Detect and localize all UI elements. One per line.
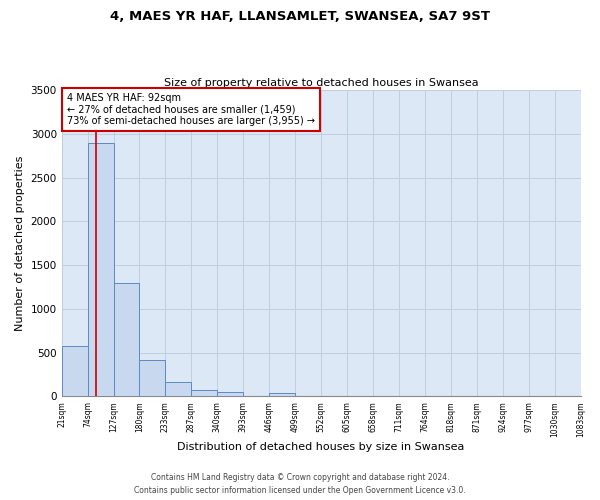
Text: Contains HM Land Registry data © Crown copyright and database right 2024.
Contai: Contains HM Land Registry data © Crown c…	[134, 474, 466, 495]
Title: Size of property relative to detached houses in Swansea: Size of property relative to detached ho…	[164, 78, 478, 88]
Text: 4 MAES YR HAF: 92sqm
← 27% of detached houses are smaller (1,459)
73% of semi-de: 4 MAES YR HAF: 92sqm ← 27% of detached h…	[67, 93, 315, 126]
Bar	[88, 142, 113, 396]
Bar	[269, 393, 295, 396]
Bar	[217, 392, 243, 396]
X-axis label: Distribution of detached houses by size in Swansea: Distribution of detached houses by size …	[178, 442, 465, 452]
Y-axis label: Number of detached properties: Number of detached properties	[15, 156, 25, 331]
Text: 4, MAES YR HAF, LLANSAMLET, SWANSEA, SA7 9ST: 4, MAES YR HAF, LLANSAMLET, SWANSEA, SA7…	[110, 10, 490, 23]
Bar	[113, 282, 139, 397]
Bar	[166, 382, 191, 396]
Bar	[139, 360, 166, 397]
Bar	[62, 346, 88, 397]
Bar	[191, 390, 217, 396]
